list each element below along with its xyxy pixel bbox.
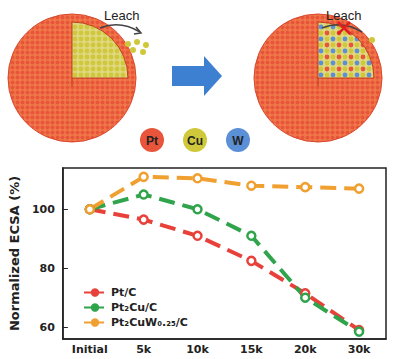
svg-text:Leach: Leach (326, 8, 361, 23)
svg-text:100: 100 (32, 203, 55, 216)
svg-text:Cu: Cu (187, 134, 203, 148)
svg-text:5k: 5k (136, 343, 152, 356)
svg-text:30k: 30k (348, 343, 371, 356)
svg-text:Initial: Initial (72, 343, 108, 356)
svg-text:Pt₂Cu/C: Pt₂Cu/C (111, 301, 157, 314)
svg-text:15k: 15k (240, 343, 263, 356)
svg-text:60: 60 (40, 321, 56, 334)
svg-text:Pt₂CuW₀.₂₅/C: Pt₂CuW₀.₂₅/C (111, 316, 188, 329)
svg-text:10k: 10k (186, 343, 209, 356)
svg-text:W: W (232, 134, 244, 148)
svg-text:Pt: Pt (146, 134, 158, 148)
svg-text:20k: 20k (294, 343, 317, 356)
svg-text:Pt/C: Pt/C (111, 286, 136, 299)
svg-text:Normalized ECSA (%): Normalized ECSA (%) (7, 176, 22, 331)
svg-text:80: 80 (40, 262, 56, 275)
svg-text:Leach: Leach (104, 8, 139, 23)
